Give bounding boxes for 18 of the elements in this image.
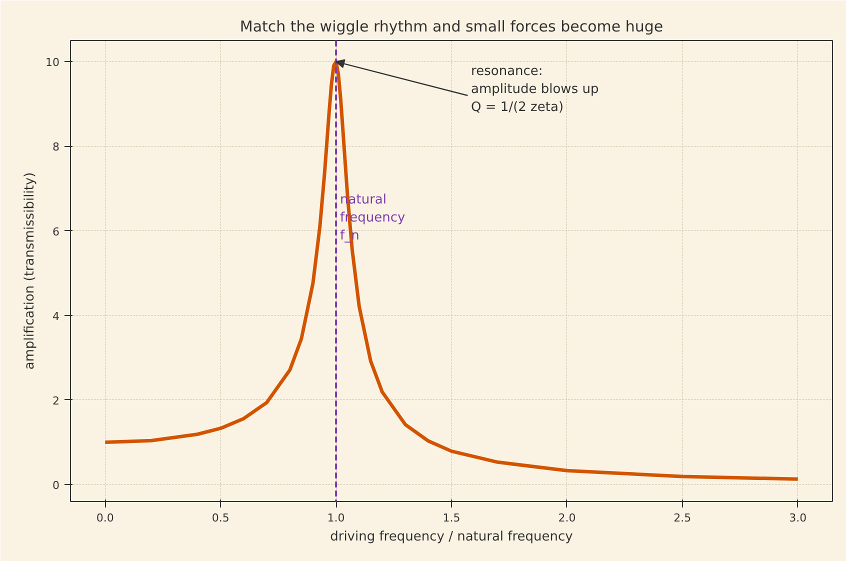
y-tick-label: 8 bbox=[52, 140, 60, 154]
x-tick-label: 0.0 bbox=[96, 512, 114, 524]
x-tick-label: 1.0 bbox=[327, 512, 345, 524]
x-tick-label: 2.0 bbox=[558, 512, 576, 524]
chart-title: Match the wiggle rhythm and small forces become huge bbox=[240, 18, 664, 36]
y-tick-label: 2 bbox=[52, 394, 60, 408]
x-tick-label: 3.0 bbox=[789, 512, 807, 524]
y-axis-title: amplification (transmissibility) bbox=[22, 172, 38, 370]
y-tick-label: 6 bbox=[52, 225, 60, 238]
annotation: resonance: amplitude blows up Q = 1/(2 zeta) bbox=[471, 64, 599, 116]
line-series bbox=[103, 60, 800, 481]
x-tick-label: 1.5 bbox=[442, 512, 460, 524]
y-tick-label: 4 bbox=[52, 310, 60, 323]
y-tick-label: 0 bbox=[52, 479, 60, 492]
x-tick-label: 0.5 bbox=[212, 512, 230, 524]
x-axis-title: driving frequency / natural frequency bbox=[330, 530, 574, 544]
x-tick-label: 2.5 bbox=[674, 512, 692, 524]
y-tick-label: 10 bbox=[46, 56, 60, 70]
